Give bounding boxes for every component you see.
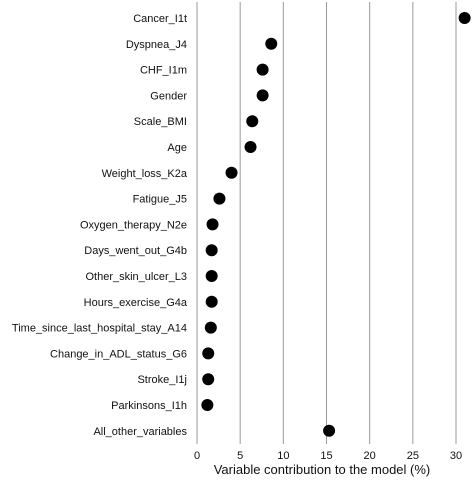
category-label: CHF_I1m: [140, 65, 187, 77]
data-points: [201, 12, 471, 437]
x-tick-label: 25: [407, 450, 419, 462]
category-label: Days_went_out_G4b: [84, 245, 187, 257]
data-point: [201, 399, 214, 411]
x-axis-ticks: 0 5 10 15 20 25 30: [194, 450, 462, 462]
data-point: [205, 295, 218, 308]
data-point: [205, 270, 218, 282]
gridlines: [196, 2, 457, 444]
data-point: [206, 218, 219, 231]
data-point: [225, 166, 238, 179]
data-point: [323, 424, 336, 437]
x-tick-label: 30: [450, 450, 462, 462]
category-label: All_other_variables: [93, 426, 187, 438]
category-label: Hours_exercise_G4a: [84, 297, 188, 309]
x-axis-title: Variable contribution to the model (%): [214, 462, 431, 477]
x-tick-label: 5: [237, 450, 243, 462]
category-label: Time_since_last_hospital_stay_A14: [12, 323, 187, 335]
data-point: [458, 12, 471, 24]
data-point: [256, 89, 269, 102]
x-tick-label: 15: [320, 450, 332, 462]
category-label: Stroke_I1j: [137, 374, 187, 386]
category-label: Dyspnea_J4: [126, 39, 187, 51]
category-label: Other_skin_ulcer_L3: [85, 271, 187, 283]
data-point: [256, 63, 269, 76]
data-point: [265, 37, 278, 50]
data-point: [205, 244, 218, 257]
data-point: [202, 373, 215, 386]
category-label: Change_in_ADL_status_G6: [50, 348, 187, 360]
x-tick-label: 10: [277, 450, 289, 462]
category-label: Gender: [150, 90, 187, 102]
data-point: [204, 321, 217, 334]
category-labels: Cancer_I1t Dyspnea_J4 CHF_I1m Gender Scale_B…: [12, 13, 188, 438]
data-point: [202, 347, 215, 360]
data-point: [213, 192, 226, 205]
category-label: Cancer_I1t: [133, 13, 187, 25]
category-label: Weight_loss_K2a: [102, 168, 188, 180]
data-point: [246, 115, 259, 128]
category-label: Scale_BMI: [134, 116, 187, 128]
x-tick-label: 0: [194, 450, 200, 462]
category-label: Oxygen_therapy_N2e: [80, 219, 187, 231]
x-tick-label: 20: [364, 450, 376, 462]
data-point: [244, 141, 257, 153]
category-label: Parkinsons_I1h: [111, 400, 187, 412]
category-label: Age: [167, 142, 187, 154]
category-label: Fatigue_J5: [133, 194, 187, 206]
